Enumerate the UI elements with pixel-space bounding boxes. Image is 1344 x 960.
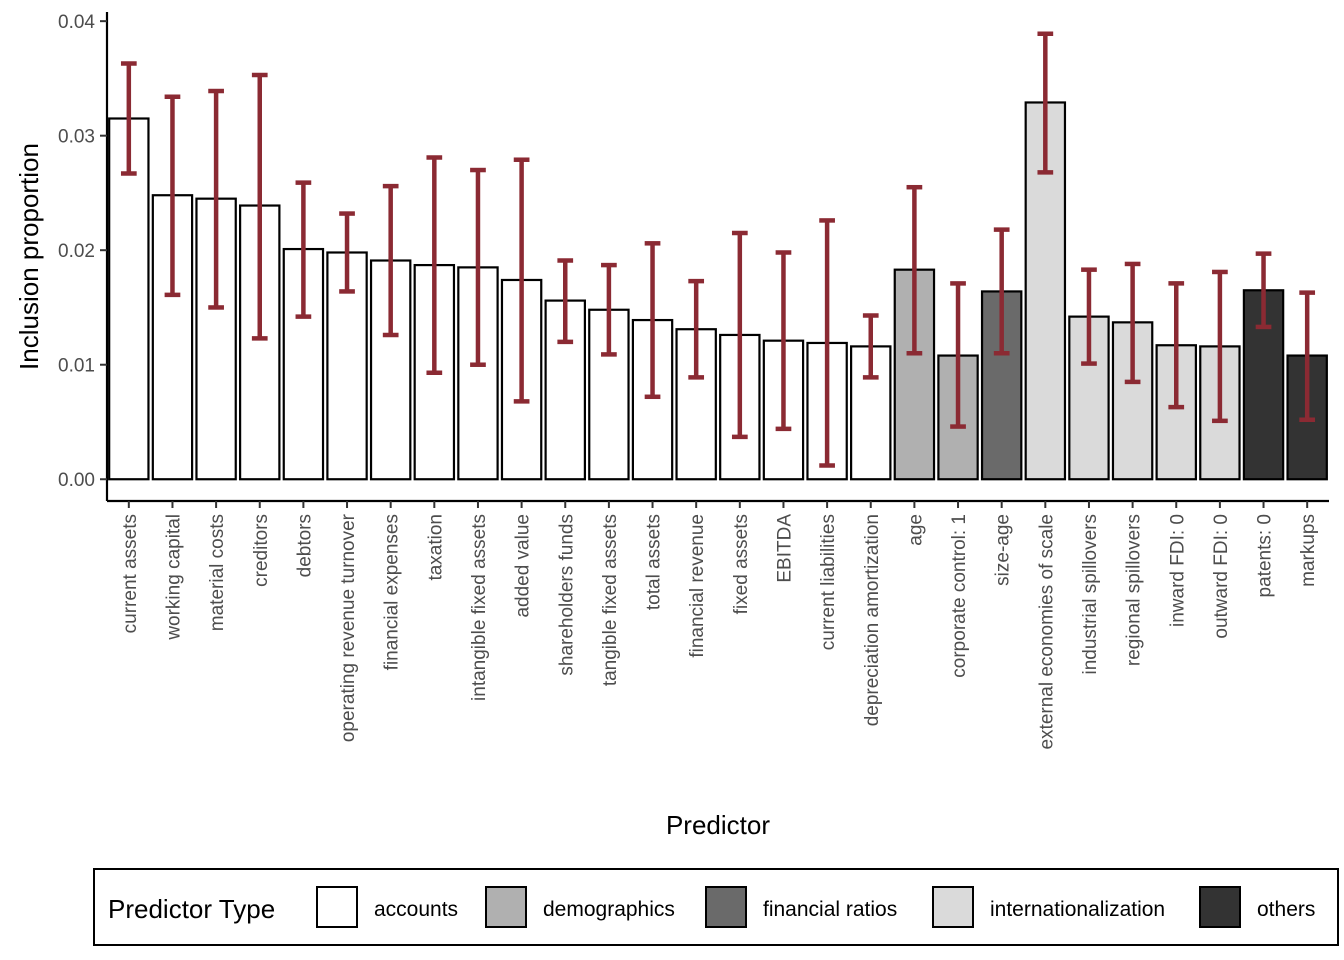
x-tick-label: corporate control: 1 xyxy=(949,514,970,678)
error-bar xyxy=(1037,31,1054,175)
x-tick-label: outward FDI: 0 xyxy=(1211,514,1232,639)
legend: Predictor Type accounts demographics finan… xyxy=(93,868,1339,946)
x-tick-label: debtors xyxy=(294,514,315,577)
legend-label: financial ratios xyxy=(763,898,897,921)
legend-label: demographics xyxy=(543,898,675,921)
x-tick-label: external economies of scale xyxy=(1036,514,1057,750)
x-tick-label: EBITDA xyxy=(774,514,795,583)
error-bar xyxy=(731,230,748,440)
error-bar xyxy=(906,184,923,356)
bar xyxy=(239,204,281,481)
x-tick-label: age xyxy=(905,514,926,546)
x-tick-label: taxation xyxy=(425,514,446,581)
x-tick-label: depreciation amortization xyxy=(862,514,883,726)
bar xyxy=(457,266,499,481)
x-tick-label: industrial spillovers xyxy=(1080,514,1101,675)
x-axis-title: Predictor xyxy=(666,810,770,840)
y-tick-label: 0.02 xyxy=(58,241,95,262)
legend-item: internationalization xyxy=(932,886,1165,928)
x-ticks: current assets working capital material co… xyxy=(120,501,1319,750)
x-tick-label: size-age xyxy=(993,514,1014,586)
x-tick-label: added value xyxy=(513,514,534,618)
bar xyxy=(631,318,674,481)
y-tick-label: 0.01 xyxy=(58,356,95,377)
x-tick-label: shareholders funds xyxy=(556,514,577,676)
axes xyxy=(105,12,1329,503)
legend-key xyxy=(485,886,527,928)
x-tick-label: current assets xyxy=(120,514,141,633)
legend-key xyxy=(705,886,747,928)
error-bar xyxy=(601,262,617,357)
x-tick-label: regional spillovers xyxy=(1124,514,1145,666)
error-bar xyxy=(295,180,312,319)
x-tick-label: current liabilities xyxy=(818,514,839,650)
legend-item: others xyxy=(1199,886,1315,928)
error-bar xyxy=(164,94,181,298)
error-bar xyxy=(1299,290,1316,422)
error-bar xyxy=(1212,269,1228,424)
x-tick-label: markups xyxy=(1298,514,1319,587)
y-tick-label: 0.00 xyxy=(58,470,95,491)
y-ticks: 0.00 0.01 0.02 0.03 0.04 xyxy=(58,12,107,491)
bar xyxy=(108,117,150,481)
error-bars xyxy=(120,31,1316,468)
error-bar xyxy=(339,211,355,294)
x-tick-label: total assets xyxy=(644,514,665,610)
legend-item: financial ratios xyxy=(705,886,897,928)
error-bar xyxy=(208,88,224,310)
bars xyxy=(108,101,1328,481)
x-tick-label: tangible fixed assets xyxy=(600,514,621,686)
legend-key xyxy=(932,886,974,928)
x-tick-label: working capital xyxy=(163,514,184,641)
legend-label: accounts xyxy=(374,898,458,921)
error-bar xyxy=(513,157,530,404)
legend-key xyxy=(316,886,358,928)
x-tick-label: material costs xyxy=(207,514,228,631)
legend-items: accounts demographics financial ratios inte… xyxy=(316,886,1315,928)
error-bar xyxy=(1081,267,1097,366)
error-bar xyxy=(819,218,835,468)
x-tick-label: operating revenue turnover xyxy=(338,513,359,742)
error-bar xyxy=(382,183,399,338)
error-bar xyxy=(557,258,574,345)
legend-key xyxy=(1199,886,1241,928)
error-bar xyxy=(775,250,792,432)
x-tick-label: patents: 0 xyxy=(1255,514,1276,597)
error-bar xyxy=(1168,281,1185,410)
error-bar xyxy=(251,72,268,341)
x-tick-label: inward FDI: 0 xyxy=(1167,514,1188,627)
y-tick-label: 0.04 xyxy=(58,12,95,33)
error-bar xyxy=(688,278,705,380)
error-bar xyxy=(1124,261,1141,385)
y-axis-title: Inclusion proportion xyxy=(14,143,44,370)
legend-title: Predictor Type xyxy=(108,894,275,924)
x-tick-label: fixed assets xyxy=(731,514,752,614)
error-bar xyxy=(470,167,486,367)
error-bar xyxy=(120,61,137,176)
x-tick-label: financial revenue xyxy=(687,514,708,658)
legend-item: demographics xyxy=(485,886,675,928)
error-bar xyxy=(426,155,443,375)
error-bar xyxy=(950,281,966,429)
error-bar xyxy=(1255,251,1272,330)
error-bar xyxy=(993,227,1010,356)
error-bar xyxy=(862,313,879,380)
x-tick-label: intangible fixed assets xyxy=(469,514,490,701)
legend-label: others xyxy=(1257,898,1315,921)
x-tick-label: financial expenses xyxy=(382,514,403,670)
legend-label: internationalization xyxy=(990,898,1165,921)
x-tick-label: creditors xyxy=(251,514,272,587)
legend-item: accounts xyxy=(316,886,458,928)
bar xyxy=(282,247,325,481)
y-tick-label: 0.03 xyxy=(58,127,95,148)
error-bar xyxy=(644,241,661,400)
